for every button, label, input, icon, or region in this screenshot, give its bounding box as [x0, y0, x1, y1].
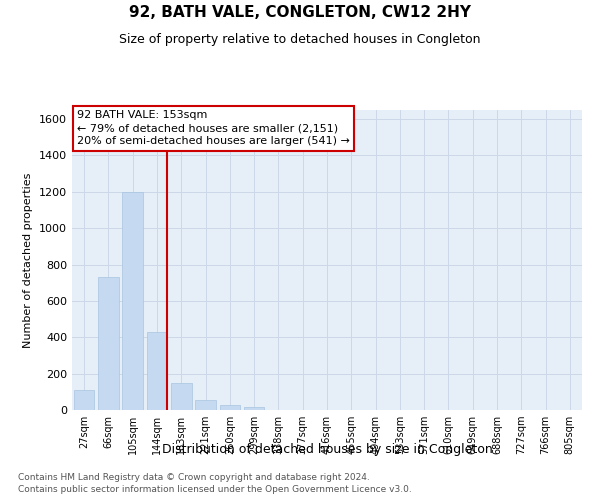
Bar — [195, 400, 216, 410]
Text: Size of property relative to detached houses in Congleton: Size of property relative to detached ho… — [119, 32, 481, 46]
Y-axis label: Number of detached properties: Number of detached properties — [23, 172, 34, 348]
Bar — [122, 192, 143, 410]
Text: Contains HM Land Registry data © Crown copyright and database right 2024.: Contains HM Land Registry data © Crown c… — [18, 472, 370, 482]
Text: 92, BATH VALE, CONGLETON, CW12 2HY: 92, BATH VALE, CONGLETON, CW12 2HY — [129, 5, 471, 20]
Text: 92 BATH VALE: 153sqm
← 79% of detached houses are smaller (2,151)
20% of semi-de: 92 BATH VALE: 153sqm ← 79% of detached h… — [77, 110, 350, 146]
Bar — [244, 408, 265, 410]
Bar — [146, 332, 167, 410]
Bar — [220, 404, 240, 410]
Text: Contains public sector information licensed under the Open Government Licence v3: Contains public sector information licen… — [18, 485, 412, 494]
Text: Distribution of detached houses by size in Congleton: Distribution of detached houses by size … — [161, 442, 493, 456]
Bar — [171, 382, 191, 410]
Bar — [74, 390, 94, 410]
Bar — [98, 278, 119, 410]
